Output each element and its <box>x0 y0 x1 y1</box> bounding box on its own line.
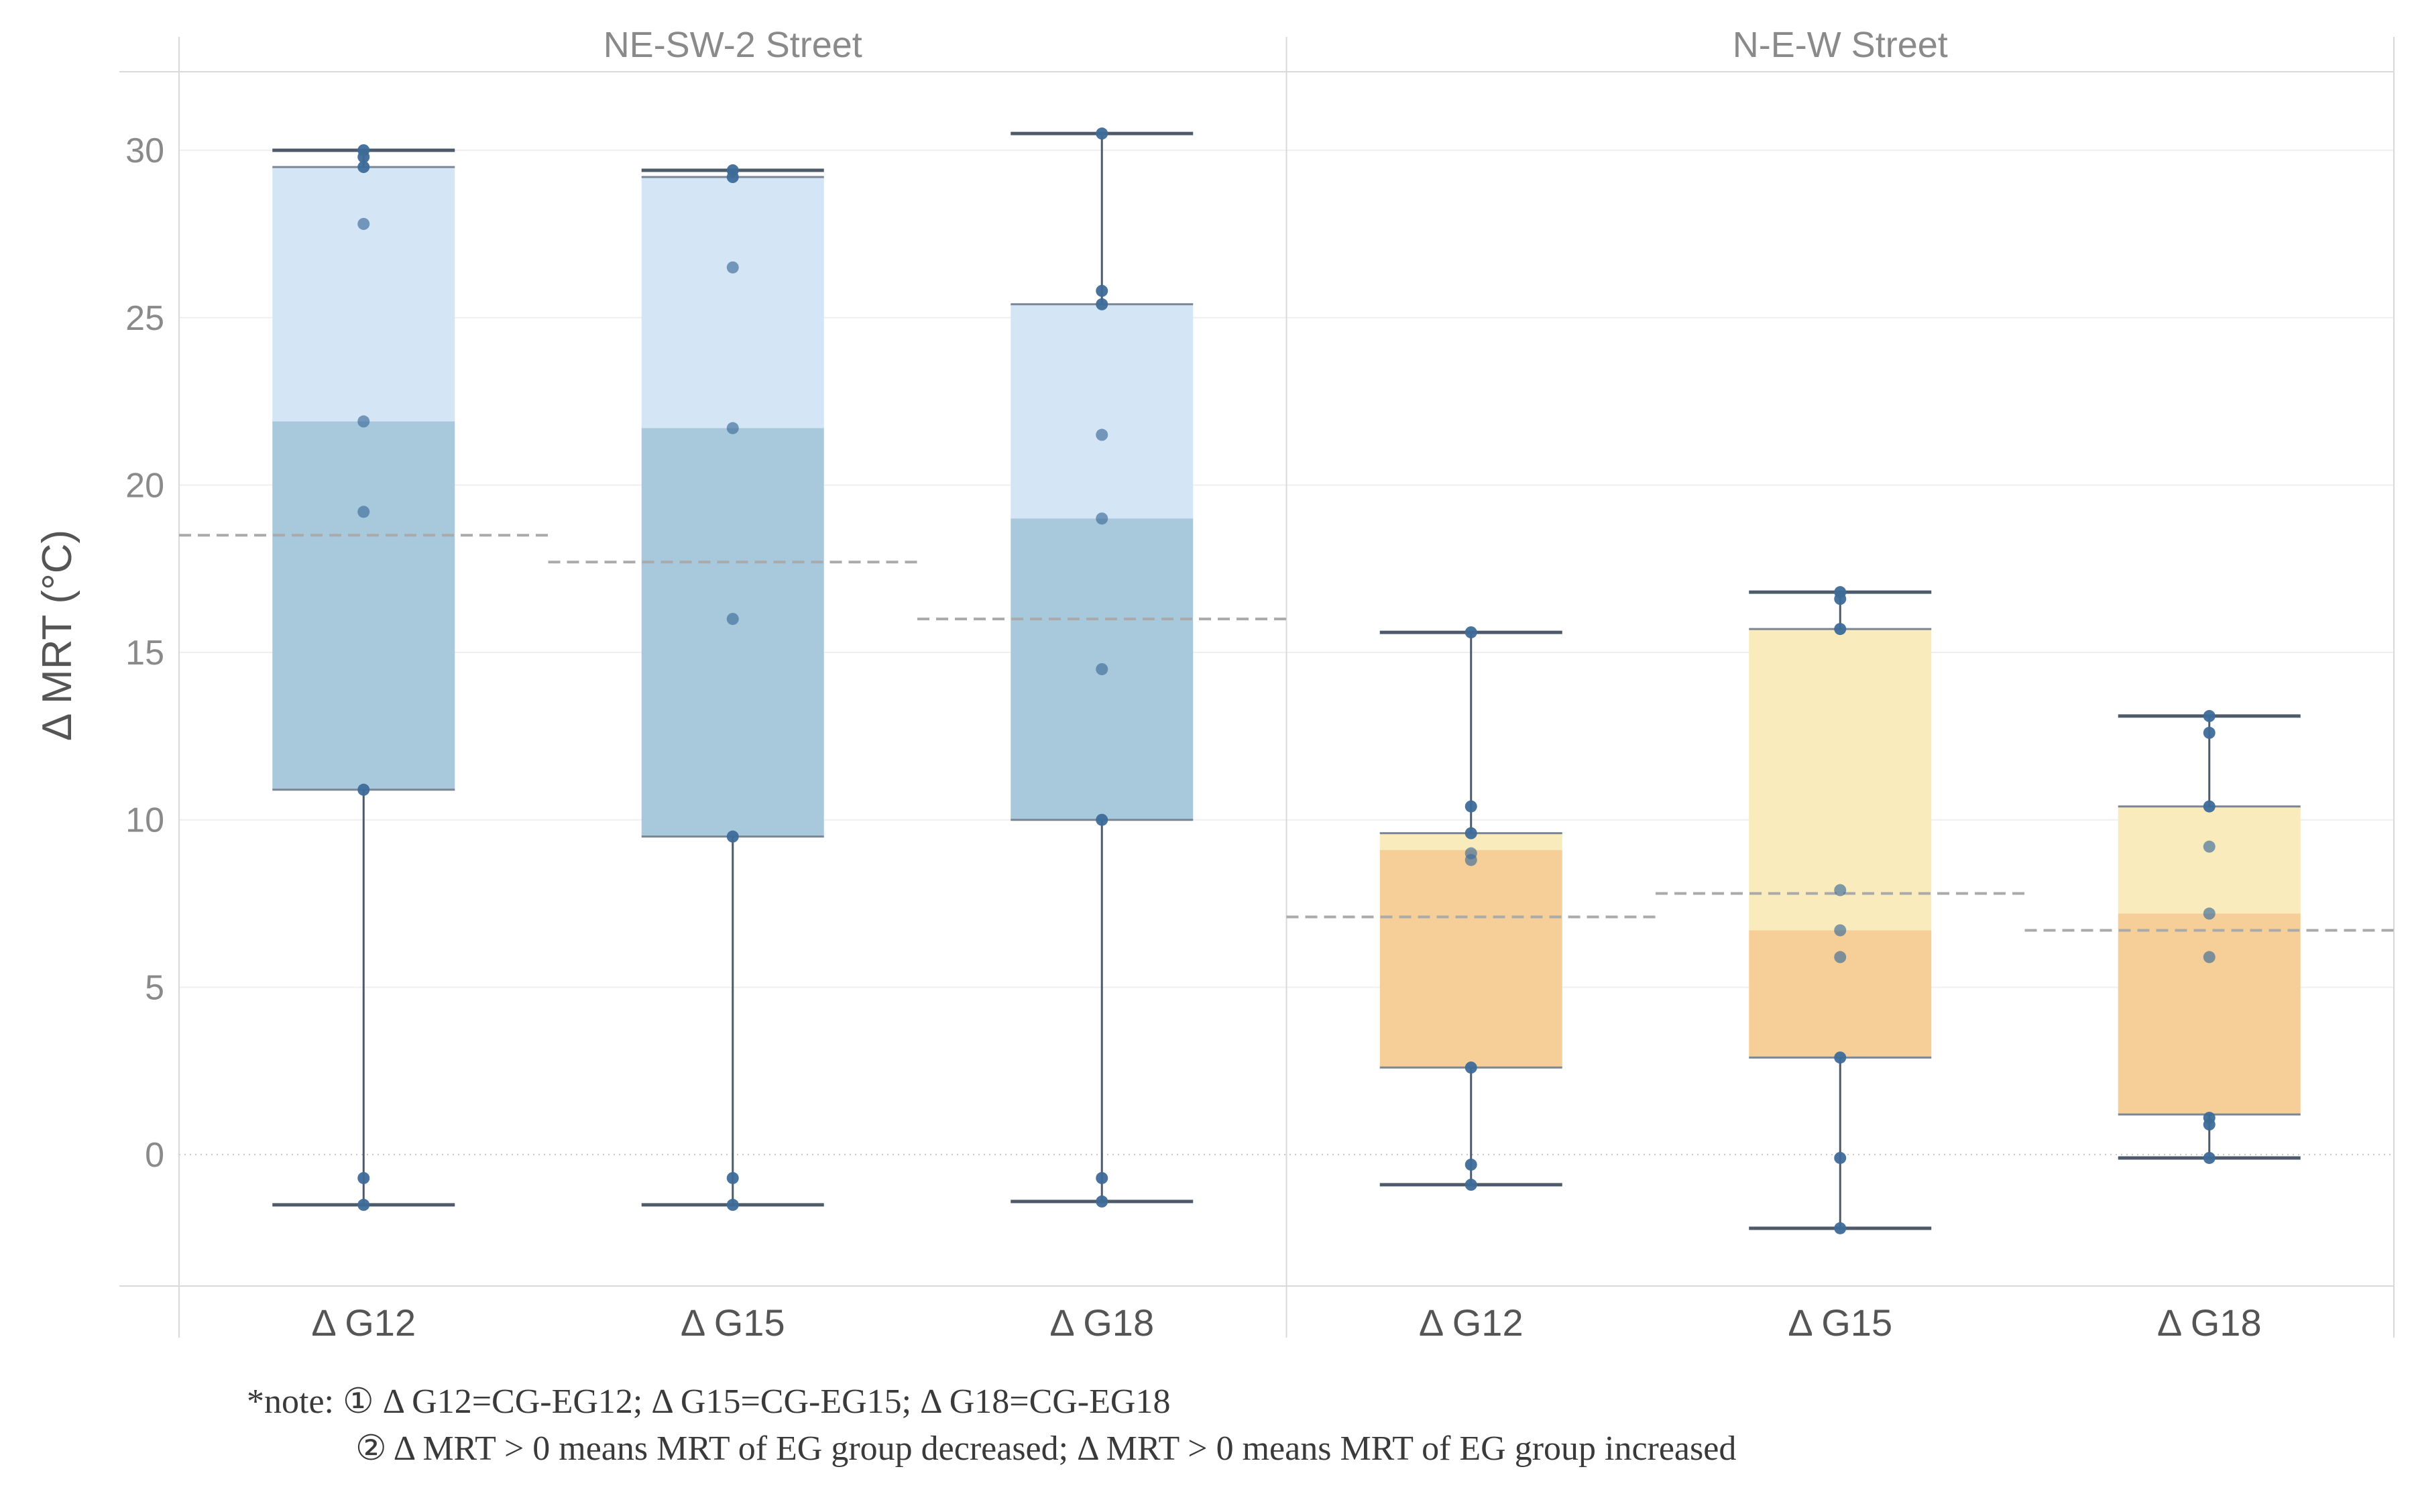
data-point <box>1834 1151 1847 1164</box>
data-points <box>357 127 2216 1234</box>
data-point <box>1096 1171 1108 1184</box>
data-point <box>726 422 739 434</box>
boxes <box>272 166 2301 1116</box>
data-point <box>1096 428 1108 441</box>
box-lower <box>2118 913 2301 1115</box>
data-point <box>1464 854 1477 866</box>
y-tick-label: 15 <box>125 634 164 673</box>
y-tick-label: 25 <box>125 299 164 338</box>
y-axis-title: Δ MRT (°C) <box>34 530 80 741</box>
data-point <box>1834 593 1847 605</box>
data-point <box>1096 298 1108 310</box>
box-upper <box>272 167 455 422</box>
data-point <box>1096 127 1108 140</box>
data-point <box>2203 951 2216 964</box>
data-point <box>357 1198 370 1211</box>
data-point <box>357 217 370 230</box>
data-point <box>2203 907 2216 920</box>
data-point <box>1464 827 1477 839</box>
data-point <box>1464 800 1477 813</box>
box-lower <box>641 428 824 837</box>
gridlines <box>179 150 2394 1155</box>
footnote-line-2: ② Δ MRT > 0 means MRT of EG group decrea… <box>355 1430 1737 1468</box>
box-lower <box>1749 930 1932 1058</box>
x-tick-label: Δ G15 <box>1788 1301 1892 1344</box>
data-point <box>1834 884 1847 896</box>
data-point <box>726 613 739 626</box>
panel-title: N-E-W Street <box>1733 25 1948 65</box>
y-tick-label: 30 <box>125 131 164 170</box>
data-point <box>357 151 370 164</box>
data-point <box>1834 1222 1847 1234</box>
data-point <box>726 830 739 843</box>
data-point <box>1096 1195 1108 1208</box>
data-point <box>2203 726 2216 739</box>
mean-lines <box>179 534 2394 932</box>
data-point <box>1834 951 1847 964</box>
y-tick-label: 10 <box>125 801 164 840</box>
x-tick-label: Δ G12 <box>311 1301 416 1344</box>
chart-text: 0 5 10 15 20 25 30 Δ MRT (°C) NE-SW-2 Street Δ G1… <box>34 25 2262 1344</box>
data-point <box>1464 1158 1477 1171</box>
data-point <box>1834 1051 1847 1064</box>
panel-title: NE-SW-2 Street <box>604 25 862 65</box>
box-lower <box>1379 850 1562 1068</box>
data-point <box>726 171 739 184</box>
data-point <box>1834 924 1847 937</box>
data-point <box>357 506 370 518</box>
data-point <box>726 1171 739 1184</box>
data-point <box>1834 623 1847 636</box>
data-point <box>357 1171 370 1184</box>
data-point <box>357 783 370 796</box>
data-point <box>1096 512 1108 525</box>
data-point <box>1464 1061 1477 1074</box>
box-upper <box>2118 806 2301 914</box>
data-point <box>2203 800 2216 813</box>
plot-frame <box>119 37 2395 1338</box>
data-point <box>357 415 370 428</box>
data-point <box>357 161 370 174</box>
data-point <box>1096 813 1108 826</box>
data-point <box>1096 663 1108 676</box>
x-tick-label: Δ G18 <box>2157 1301 2262 1344</box>
x-tick-label: Δ G12 <box>1419 1301 1524 1344</box>
data-point <box>2203 1118 2216 1131</box>
data-point <box>726 261 739 274</box>
box-upper <box>641 177 824 428</box>
y-tick-label: 0 <box>145 1136 164 1175</box>
x-tick-label: Δ G18 <box>1049 1301 1154 1344</box>
data-point <box>1464 1178 1477 1191</box>
y-tick-label: 20 <box>125 466 164 505</box>
footnote-line-1: *note: ① Δ G12=CG-EG12; Δ G15=CG-EG15; Δ… <box>247 1383 1171 1421</box>
data-point <box>2203 1151 2216 1164</box>
box-lower <box>272 421 455 790</box>
data-point <box>1464 626 1477 639</box>
box-upper <box>1749 629 1932 931</box>
y-tick-label: 5 <box>145 968 164 1007</box>
data-point <box>2203 709 2216 722</box>
data-point <box>1096 284 1108 297</box>
data-point <box>2203 840 2216 853</box>
x-tick-label: Δ G15 <box>681 1301 785 1344</box>
data-point <box>726 1198 739 1211</box>
box-upper <box>1011 304 1194 519</box>
